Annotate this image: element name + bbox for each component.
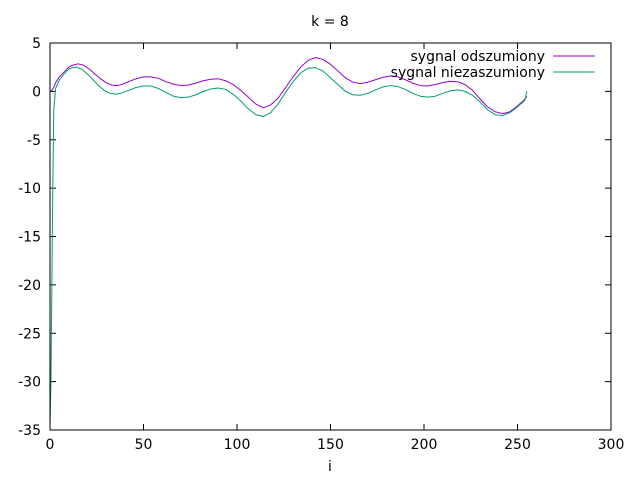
x-tick-label: 0 bbox=[46, 437, 55, 453]
x-tick-label: 200 bbox=[411, 437, 438, 453]
y-tick-label: -20 bbox=[18, 278, 41, 294]
legend-label: sygnal odszumiony bbox=[411, 49, 545, 65]
series-layer bbox=[49, 57, 528, 429]
y-tick-label: -30 bbox=[18, 375, 41, 391]
y-tick-label: 0 bbox=[32, 84, 41, 100]
series-line-2 bbox=[49, 66, 528, 429]
legend-label: sygnal niezaszumiony bbox=[391, 65, 545, 81]
y-tick-label: 5 bbox=[32, 36, 41, 52]
y-tick-label: -35 bbox=[18, 423, 41, 439]
chart-title: k = 8 bbox=[311, 14, 349, 30]
series-line-1 bbox=[49, 57, 528, 115]
x-axis-label: i bbox=[328, 459, 332, 475]
y-tick-label: -10 bbox=[18, 181, 41, 197]
x-tick-label: 300 bbox=[598, 437, 625, 453]
x-tick-label: 100 bbox=[224, 437, 251, 453]
x-tick-label: 150 bbox=[317, 437, 344, 453]
y-tick-label: -15 bbox=[18, 230, 41, 246]
y-tick-label: -5 bbox=[27, 133, 41, 149]
plot-frame bbox=[49, 42, 612, 431]
x-tick-label: 50 bbox=[135, 437, 153, 453]
y-tick-label: -25 bbox=[18, 326, 41, 342]
x-tick-label: 250 bbox=[504, 437, 531, 453]
